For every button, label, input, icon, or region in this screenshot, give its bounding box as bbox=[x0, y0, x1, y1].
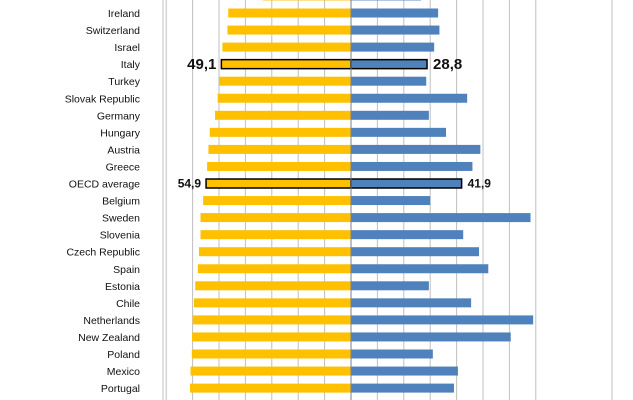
bar-right bbox=[350, 178, 463, 189]
bar-left bbox=[193, 298, 351, 308]
category-label: Czech Republic bbox=[66, 247, 140, 259]
category-label: Portugal bbox=[101, 383, 140, 395]
bar-left bbox=[189, 383, 351, 393]
category-label: Hungary bbox=[100, 127, 140, 139]
bar-right bbox=[351, 247, 480, 257]
category-label: Poland bbox=[107, 349, 140, 361]
category-label: Austria bbox=[107, 144, 140, 156]
bar-right bbox=[351, 264, 489, 274]
bar-right bbox=[351, 25, 440, 35]
bar-right bbox=[351, 281, 429, 291]
bar-left bbox=[220, 58, 352, 70]
bar-left bbox=[205, 178, 352, 189]
bar-right bbox=[351, 8, 439, 18]
bar-left bbox=[208, 144, 351, 154]
bar-right bbox=[351, 144, 481, 154]
bar-left bbox=[207, 161, 351, 171]
category-label: Sweden bbox=[102, 213, 140, 225]
bar-right bbox=[351, 349, 433, 359]
data-label-right: 41,9 bbox=[468, 177, 492, 191]
bar-right bbox=[351, 383, 454, 393]
bar-right bbox=[351, 213, 531, 223]
bar-right bbox=[351, 76, 427, 86]
category-label: Turkey bbox=[108, 76, 140, 88]
bar-right bbox=[351, 161, 473, 171]
bar-right bbox=[351, 110, 429, 120]
category-label: Ireland bbox=[108, 8, 140, 20]
bar-left bbox=[227, 25, 351, 35]
category-label: Slovenia bbox=[100, 230, 140, 242]
bar-right bbox=[351, 127, 447, 137]
bar-right bbox=[351, 315, 534, 325]
bar-left bbox=[197, 264, 351, 274]
bar-left bbox=[192, 332, 351, 342]
bar-left bbox=[209, 127, 351, 137]
category-label: Chile bbox=[116, 298, 140, 310]
category-labels: Ireland Switzerland Israel Italy Turkey Slova… bbox=[65, 8, 141, 395]
category-label: Belgium bbox=[102, 196, 140, 208]
category-label: Germany bbox=[97, 110, 141, 122]
bar-right bbox=[351, 366, 458, 376]
bar-left bbox=[222, 42, 351, 52]
data-label-left: 49,1 bbox=[187, 56, 216, 73]
data-label-left: 54,9 bbox=[178, 177, 202, 191]
bar-right bbox=[351, 230, 464, 240]
bar-left bbox=[217, 93, 351, 103]
right-bars bbox=[350, 0, 534, 393]
category-label: Netherlands bbox=[83, 315, 140, 327]
category-label: Greece bbox=[106, 161, 141, 173]
category-label: OECD average bbox=[69, 179, 140, 191]
bar-left bbox=[215, 110, 351, 120]
bar-left bbox=[200, 230, 351, 240]
category-label: New Zealand bbox=[78, 332, 140, 344]
value-callouts: 49,1 28,8 54,9 41,9 bbox=[178, 56, 492, 190]
category-label: Spain bbox=[113, 264, 140, 276]
bar-left bbox=[219, 76, 351, 86]
category-label: Slovak Republic bbox=[65, 93, 140, 105]
bar-left bbox=[200, 213, 351, 223]
bar-left bbox=[192, 315, 351, 325]
bar-right bbox=[351, 42, 435, 52]
category-label: Italy bbox=[121, 59, 141, 71]
bar-right bbox=[351, 196, 431, 206]
bar-left bbox=[191, 349, 351, 359]
category-label: Mexico bbox=[107, 366, 140, 378]
category-label: Estonia bbox=[105, 281, 140, 293]
bar-right bbox=[351, 93, 468, 103]
bar-left bbox=[203, 196, 351, 206]
bar-left bbox=[190, 366, 351, 376]
bar-left bbox=[195, 281, 351, 291]
bar-right bbox=[351, 332, 511, 342]
bar-right bbox=[351, 298, 472, 308]
category-label: Switzerland bbox=[86, 25, 140, 37]
bar-right bbox=[350, 58, 428, 70]
data-label-right: 28,8 bbox=[433, 56, 462, 73]
category-label: Israel bbox=[114, 42, 140, 54]
bar-left bbox=[228, 8, 351, 18]
bar-left bbox=[198, 247, 351, 257]
